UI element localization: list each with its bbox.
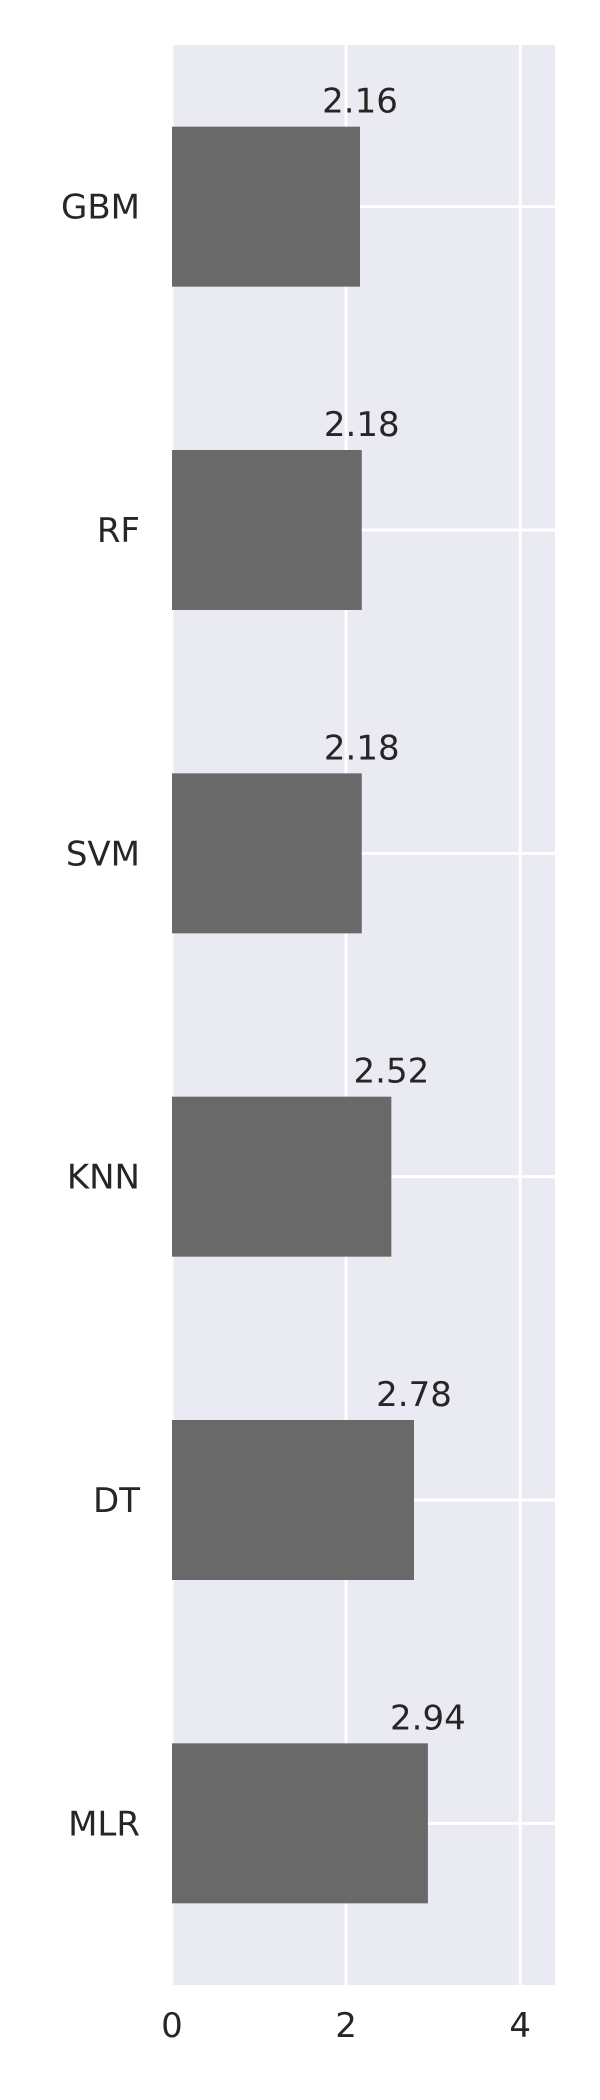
bar-value-label-mlr: 2.94 [390, 1698, 466, 1738]
bar-mlr [172, 1743, 428, 1904]
x-tick-label: 4 [509, 2006, 531, 2046]
plot-area [172, 45, 555, 1985]
y-tick-label-mlr: MLR [68, 1804, 140, 1844]
bar-value-label-dt: 2.78 [376, 1375, 452, 1415]
x-tick-label: 0 [161, 2006, 183, 2046]
bar-svm [172, 773, 362, 934]
x-axis-tick-labels: 0 2 4 [161, 2006, 531, 2046]
bar-rf [172, 450, 362, 610]
y-axis-tick-labels: GBM RF SVM KNN DT MLR [61, 188, 140, 1845]
y-tick-label-svm: SVM [66, 834, 140, 874]
bars [172, 126, 428, 1904]
bar-knn [172, 1096, 392, 1257]
bar-value-labels: 2.16 2.18 2.18 2.52 2.78 2.94 [322, 82, 466, 1739]
bar-gbm [172, 126, 361, 287]
bar-value-label-gbm: 2.16 [322, 82, 398, 122]
bar-value-label-svm: 2.18 [324, 728, 400, 768]
y-tick-label-gbm: GBM [61, 188, 140, 228]
y-tick-label-knn: KNN [67, 1158, 140, 1198]
bar-value-label-rf: 2.18 [324, 405, 400, 445]
x-tick-label: 2 [335, 2006, 357, 2046]
bar-value-label-knn: 2.52 [354, 1052, 430, 1092]
bar-dt [172, 1420, 414, 1580]
y-tick-label-rf: RF [97, 511, 140, 551]
y-tick-label-dt: DT [93, 1481, 140, 1521]
